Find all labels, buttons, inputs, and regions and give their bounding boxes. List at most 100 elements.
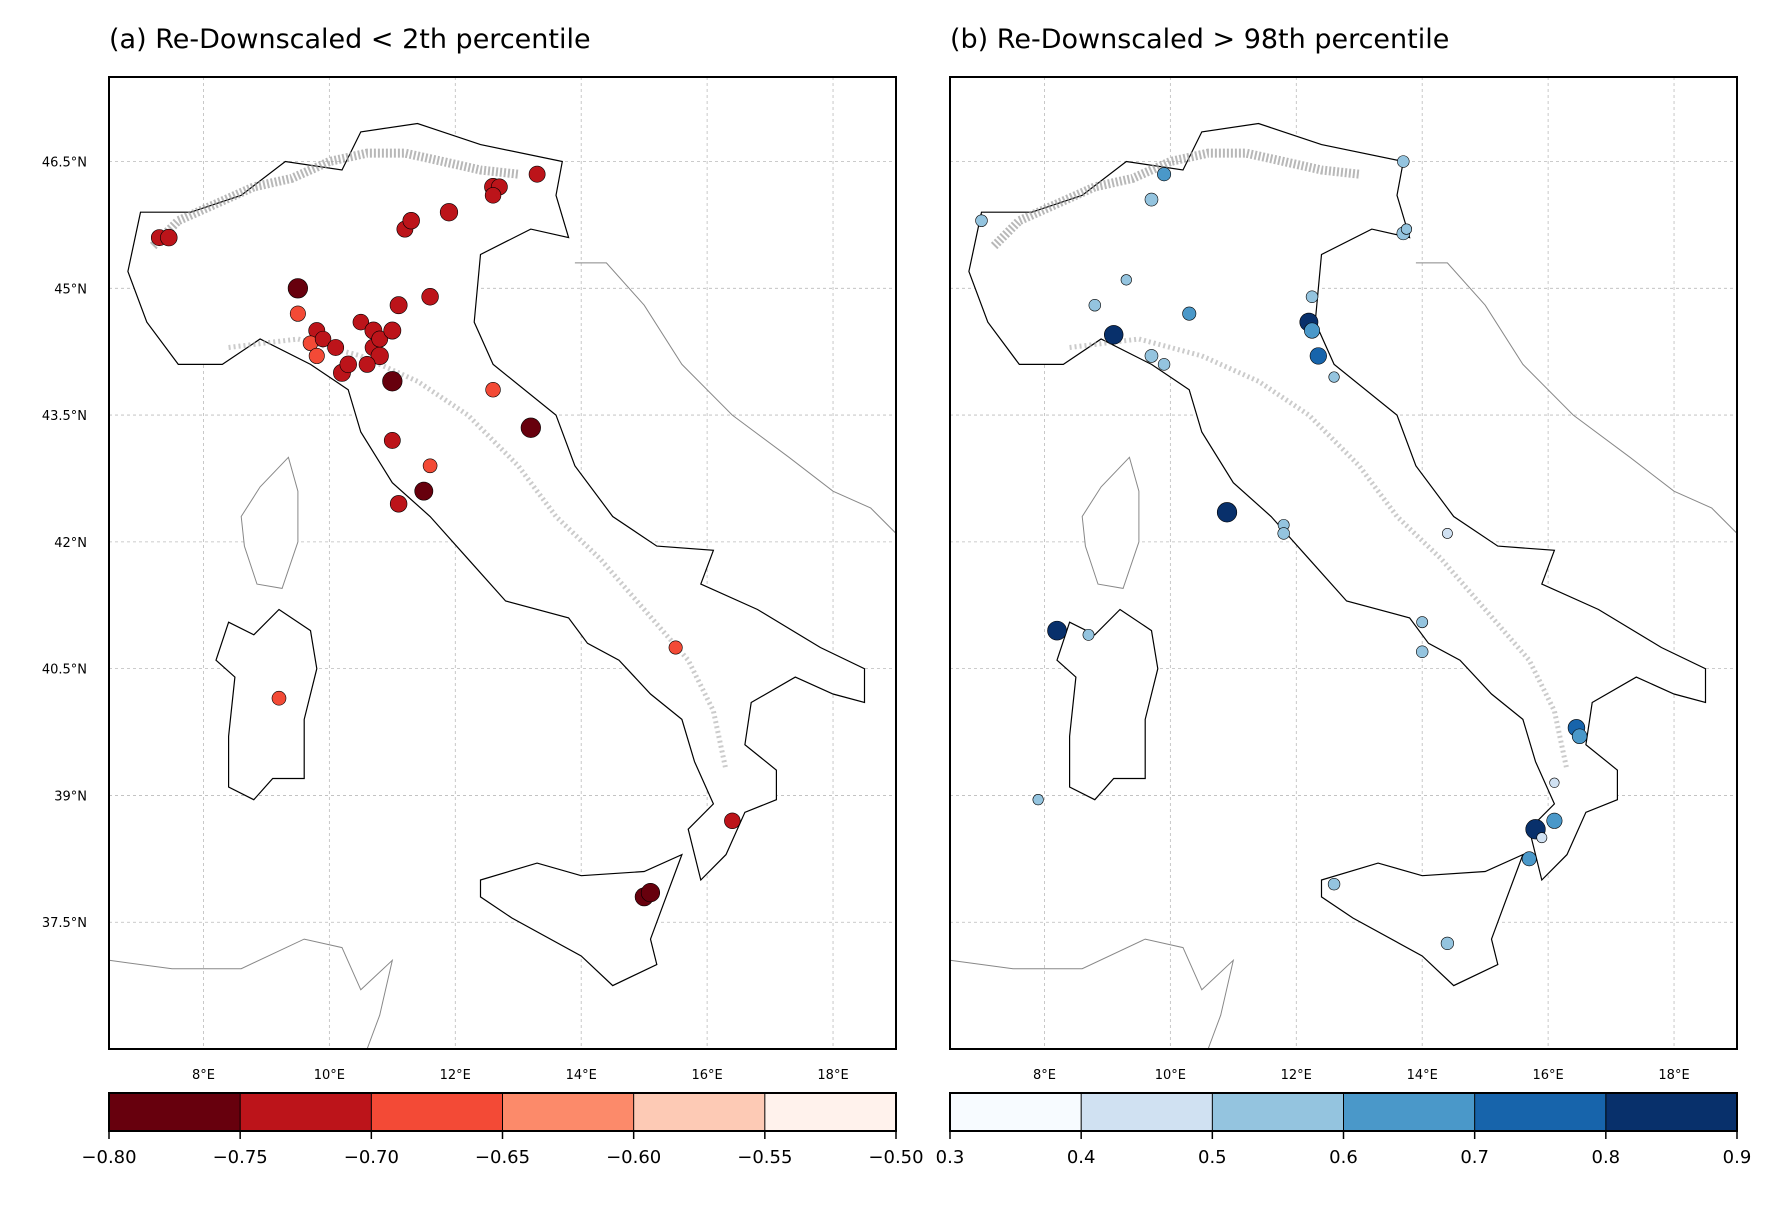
sardinia-outline bbox=[1056, 608, 1159, 801]
colorbar-tick-label: −0.50 bbox=[868, 1147, 923, 1168]
station-marker bbox=[975, 214, 988, 227]
station-marker bbox=[422, 458, 438, 474]
colorbar-segment bbox=[633, 1093, 766, 1131]
station-marker bbox=[1032, 794, 1044, 806]
station-marker bbox=[1216, 502, 1238, 523]
italy-outline bbox=[127, 122, 866, 882]
station-marker bbox=[1157, 358, 1171, 371]
station-marker bbox=[314, 330, 332, 348]
station-marker bbox=[271, 690, 287, 706]
lon-tick-label: 8°E bbox=[192, 1068, 215, 1083]
map-frame-b bbox=[949, 76, 1738, 1050]
colorbar-tick-label: −0.60 bbox=[606, 1147, 661, 1168]
lat-tick-label: 43.5°N bbox=[42, 409, 87, 424]
sicily-outline bbox=[479, 853, 683, 987]
colorbar-tick-label: 0.6 bbox=[1329, 1147, 1358, 1168]
station-marker bbox=[1103, 325, 1124, 345]
station-marker bbox=[1277, 527, 1290, 540]
coastline-balkans bbox=[1415, 262, 1738, 534]
station-marker bbox=[1157, 167, 1172, 182]
station-marker bbox=[1415, 645, 1429, 658]
colorbar-segment bbox=[1212, 1093, 1344, 1131]
colorbar-segment bbox=[240, 1093, 372, 1131]
station-marker bbox=[528, 165, 546, 183]
station-marker bbox=[289, 305, 306, 322]
station-marker bbox=[1571, 728, 1588, 744]
lon-tick-label: 10°E bbox=[314, 1068, 345, 1083]
colorbar-tick-label: 0.8 bbox=[1592, 1147, 1621, 1168]
station-marker bbox=[160, 228, 178, 247]
corsica-outline bbox=[1081, 456, 1140, 589]
lat-tick-label: 37.5°N bbox=[42, 916, 87, 931]
station-marker bbox=[352, 313, 370, 331]
station-marker bbox=[484, 187, 502, 204]
lon-tick-label: 14°E bbox=[1407, 1068, 1438, 1083]
coastline-north-africa bbox=[108, 938, 394, 1050]
colorbar-tick-label: 0.5 bbox=[1198, 1147, 1227, 1168]
station-marker bbox=[640, 883, 661, 903]
station-marker bbox=[1088, 299, 1102, 312]
coastline-balkans bbox=[574, 262, 897, 534]
station-marker bbox=[287, 278, 308, 299]
lon-tick-label: 8°E bbox=[1033, 1068, 1056, 1083]
colorbar-tick-label: −0.55 bbox=[737, 1147, 792, 1168]
station-marker bbox=[439, 203, 459, 222]
station-marker bbox=[339, 355, 357, 374]
map-frame-a bbox=[108, 76, 897, 1050]
station-marker bbox=[383, 321, 402, 340]
lat-tick-label: 46.5°N bbox=[42, 156, 87, 171]
colorbar-segment bbox=[764, 1093, 897, 1131]
station-marker bbox=[1441, 528, 1453, 539]
station-marker bbox=[668, 640, 683, 655]
colorbar-segment bbox=[109, 1093, 241, 1131]
station-marker bbox=[1328, 371, 1340, 383]
lon-tick-label: 16°E bbox=[1532, 1068, 1563, 1083]
colorbar-segment bbox=[950, 1093, 1082, 1131]
station-marker bbox=[1546, 812, 1563, 829]
station-marker bbox=[1309, 347, 1327, 365]
colorbar-tick-label: 0.9 bbox=[1723, 1147, 1752, 1168]
station-marker bbox=[327, 339, 345, 356]
station-marker bbox=[371, 330, 389, 348]
lat-tick-label: 42°N bbox=[54, 536, 87, 551]
station-marker bbox=[1305, 290, 1319, 303]
colorbar-tick-label: 0.3 bbox=[936, 1147, 965, 1168]
station-marker bbox=[389, 296, 408, 315]
colorbar-tick-label: −0.65 bbox=[475, 1147, 530, 1168]
lat-tick-label: 45°N bbox=[54, 282, 87, 297]
station-marker bbox=[1440, 936, 1454, 950]
colorbar-tick-label: −0.75 bbox=[213, 1147, 268, 1168]
station-marker bbox=[421, 288, 439, 306]
panel-b-title: (b) Re-Downscaled > 98th percentile bbox=[950, 24, 1450, 55]
lon-tick-label: 18°E bbox=[817, 1068, 848, 1083]
station-marker bbox=[485, 382, 501, 398]
apennines-relief bbox=[1069, 336, 1570, 771]
colorbar-tick-label: 0.4 bbox=[1067, 1147, 1096, 1168]
colorbar-tick-label: −0.80 bbox=[81, 1147, 136, 1168]
station-marker bbox=[1304, 322, 1321, 339]
station-marker bbox=[1047, 620, 1067, 641]
lon-tick-label: 12°E bbox=[440, 1068, 471, 1083]
station-marker bbox=[1416, 616, 1429, 629]
station-marker bbox=[1400, 223, 1413, 235]
colorbar-segment bbox=[1343, 1093, 1476, 1131]
station-marker bbox=[1521, 851, 1537, 867]
colorbar-segment bbox=[1605, 1093, 1738, 1131]
station-marker bbox=[1082, 628, 1095, 641]
map-panel-b: 8°E 10°E 12°E 14°E 16°E 18°E 0.3 0.4 0.5 0.6 0.7 0.… bbox=[936, 76, 1752, 1168]
station-marker bbox=[1327, 877, 1341, 891]
station-marker bbox=[724, 812, 741, 829]
apennines-relief bbox=[228, 336, 729, 771]
station-marker bbox=[1536, 832, 1548, 844]
station-marker bbox=[520, 417, 541, 438]
station-marker bbox=[308, 347, 325, 364]
station-marker bbox=[1549, 777, 1560, 788]
map-panel-a: 8°E 10°E 12°E 14°E 16°E 18°E 46.5°N 45°N 43.5°N 4… bbox=[42, 76, 924, 1168]
station-marker bbox=[1144, 349, 1159, 363]
station-marker bbox=[414, 481, 434, 501]
station-marker bbox=[1120, 274, 1132, 286]
station-marker bbox=[358, 355, 376, 373]
station-marker bbox=[389, 495, 408, 513]
station-marker bbox=[382, 371, 403, 392]
